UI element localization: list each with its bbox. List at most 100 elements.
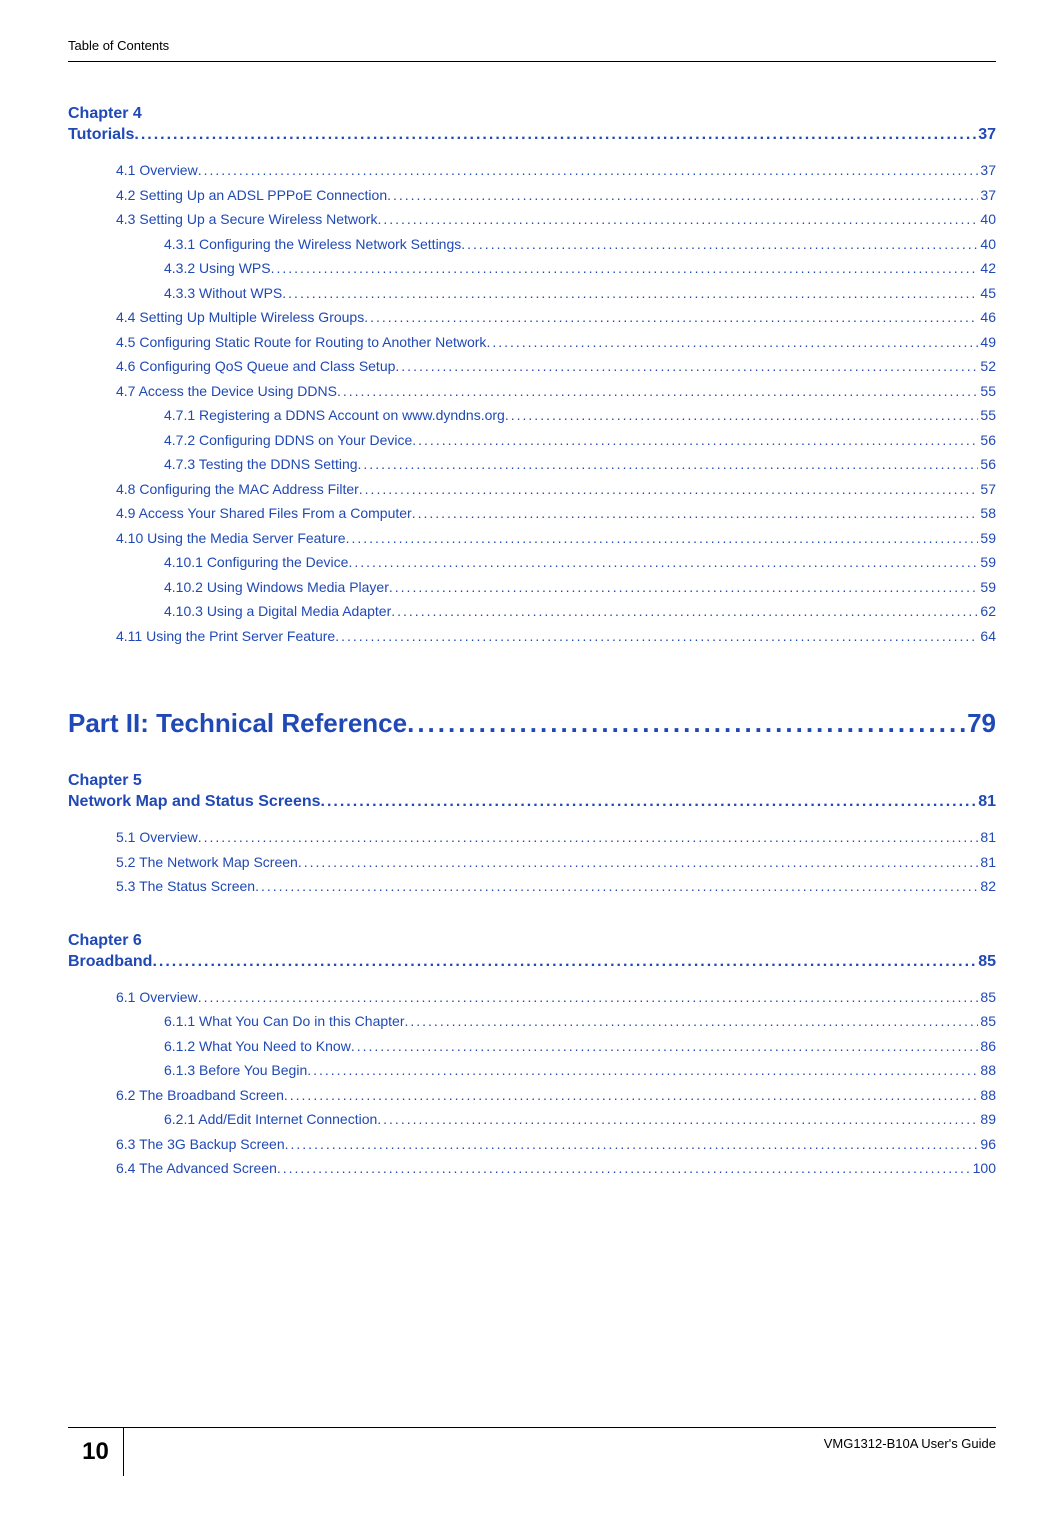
toc-entry[interactable]: 4.10.3 Using a Digital Media Adapter 62 [68,599,996,624]
toc-entry[interactable]: 6.1.3 Before You Begin 88 [68,1058,996,1083]
toc-entry[interactable]: 4.7.2 Configuring DDNS on Your Device 56 [68,428,996,453]
toc-label: 4.7.3 Testing the DDNS Setting [164,452,358,477]
leader-dots [364,305,978,330]
toc-label: 4.3.2 Using WPS [164,256,271,281]
toc-label: 6.1.3 Before You Begin [164,1058,307,1083]
leader-dots [486,330,978,355]
toc-entry[interactable]: 5.1 Overview 81 [68,825,996,850]
page-header: Table of Contents [68,38,996,53]
leader-dots [412,501,979,526]
toc-page: 56 [978,452,996,477]
toc-page: 55 [978,403,996,428]
toc-entry[interactable]: 4.5 Configuring Static Route for Routing… [68,330,996,355]
toc-entry[interactable]: 4.7.1 Registering a DDNS Account on www.… [68,403,996,428]
toc-label: 4.3.3 Without WPS [164,281,282,306]
toc-entry[interactable]: 4.4 Setting Up Multiple Wireless Groups … [68,305,996,330]
leader-dots [335,624,978,649]
leader-dots [359,477,979,502]
chapter-title-line[interactable]: Tutorials37 [68,126,996,144]
chapter-number-line[interactable]: Chapter 5 [68,769,996,793]
leader-dots [134,126,976,144]
chapter-page: 85 [976,953,996,971]
toc-entry[interactable]: 6.2 The Broadband Screen 88 [68,1083,996,1108]
toc-label: 5.2 The Network Map Screen [116,850,298,875]
guide-label: VMG1312-B10A User's Guide [124,1428,996,1451]
leader-dots [505,403,979,428]
leader-dots [358,452,979,477]
toc-label: 6.2 The Broadband Screen [116,1083,284,1108]
toc-entry[interactable]: 4.3.2 Using WPS 42 [68,256,996,281]
toc-page: 45 [978,281,996,306]
chapter-title-line[interactable]: Broadband 85 [68,953,996,971]
leader-dots [285,1132,979,1157]
toc-entry[interactable]: 4.10 Using the Media Server Feature 59 [68,526,996,551]
toc-page: 81 [978,850,996,875]
toc-page: 62 [978,599,996,624]
header-rule [68,61,996,62]
toc-entry[interactable]: 4.11 Using the Print Server Feature 64 [68,624,996,649]
toc-entry[interactable]: 4.7 Access the Device Using DDNS 55 [68,379,996,404]
toc-entry[interactable]: 6.1.2 What You Need to Know 86 [68,1034,996,1059]
toc-label: 4.8 Configuring the MAC Address Filter [116,477,359,502]
chapter-title-line[interactable]: Network Map and Status Screens81 [68,793,996,811]
toc-label: 4.9 Access Your Shared Files From a Comp… [116,501,412,526]
chapter-block: Chapter 5Network Map and Status Screens8… [68,769,996,811]
toc-entry[interactable]: 6.1 Overview 85 [68,985,996,1010]
leader-dots [351,1034,979,1059]
toc-label: 4.5 Configuring Static Route for Routing… [116,330,486,355]
sections-block: 4.1 Overview 374.2 Setting Up an ADSL PP… [68,158,996,648]
toc-entry[interactable]: 4.3.1 Configuring the Wireless Network S… [68,232,996,257]
toc-page: 59 [978,526,996,551]
toc-page: 86 [978,1034,996,1059]
chapter-page: 81 [976,793,996,811]
toc-entry[interactable]: 4.6 Configuring QoS Queue and Class Setu… [68,354,996,379]
toc-page: 85 [978,1009,996,1034]
toc-entry[interactable]: 6.4 The Advanced Screen 100 [68,1156,996,1181]
toc-entry[interactable]: 5.3 The Status Screen 82 [68,874,996,899]
leader-dots [284,1083,979,1108]
toc-entry[interactable]: 6.2.1 Add/Edit Internet Connection 89 [68,1107,996,1132]
toc-label: 6.1 Overview [116,985,198,1010]
leader-dots [346,526,979,551]
toc-page: 57 [978,477,996,502]
toc-entry[interactable]: 4.3 Setting Up a Secure Wireless Network… [68,207,996,232]
toc-label: 4.3 Setting Up a Secure Wireless Network [116,207,377,232]
toc-label: 4.10.3 Using a Digital Media Adapter [164,599,391,624]
chapter-page: 37 [976,126,996,144]
toc-label: 4.10.2 Using Windows Media Player [164,575,389,600]
toc-label: 6.4 The Advanced Screen [116,1156,277,1181]
toc-entry[interactable]: 4.8 Configuring the MAC Address Filter 5… [68,477,996,502]
toc-page: 37 [978,158,996,183]
part-title: Part II: Technical Reference [68,708,407,739]
part-heading[interactable]: Part II: Technical Reference 79 [68,708,996,739]
toc-entry[interactable]: 5.2 The Network Map Screen 81 [68,850,996,875]
leader-dots [198,985,979,1010]
chapter-title: Broadband [68,953,152,971]
toc-label: 4.10.1 Configuring the Device [164,550,348,575]
toc-label: 6.3 The 3G Backup Screen [116,1132,285,1157]
toc-entry[interactable]: 6.3 The 3G Backup Screen 96 [68,1132,996,1157]
toc-label: 4.2 Setting Up an ADSL PPPoE Connection [116,183,387,208]
toc-entry[interactable]: 4.10.1 Configuring the Device 59 [68,550,996,575]
leader-dots [412,428,978,453]
toc-page: 59 [978,550,996,575]
chapter-number-line[interactable]: Chapter 6 [68,929,996,953]
toc-entry[interactable]: 4.3.3 Without WPS 45 [68,281,996,306]
leader-dots [282,281,978,306]
chapter-number-line[interactable]: Chapter 4 [68,102,996,126]
toc-entry[interactable]: 4.2 Setting Up an ADSL PPPoE Connection … [68,183,996,208]
part-page: 79 [965,708,996,739]
toc-entry[interactable]: 4.9 Access Your Shared Files From a Comp… [68,501,996,526]
toc-page: 40 [978,207,996,232]
toc-page: 59 [978,575,996,600]
leader-dots [152,953,976,971]
toc-page: 55 [978,379,996,404]
leader-dots [348,550,978,575]
toc-entry[interactable]: 4.1 Overview 37 [68,158,996,183]
toc-label: 5.3 The Status Screen [116,874,255,899]
toc-entry[interactable]: 4.10.2 Using Windows Media Player 59 [68,575,996,600]
toc-entry[interactable]: 6.1.1 What You Can Do in this Chapter 85 [68,1009,996,1034]
toc-label: 4.7.1 Registering a DDNS Account on www.… [164,403,505,428]
toc-entry[interactable]: 4.7.3 Testing the DDNS Setting 56 [68,452,996,477]
toc-page: 64 [978,624,996,649]
